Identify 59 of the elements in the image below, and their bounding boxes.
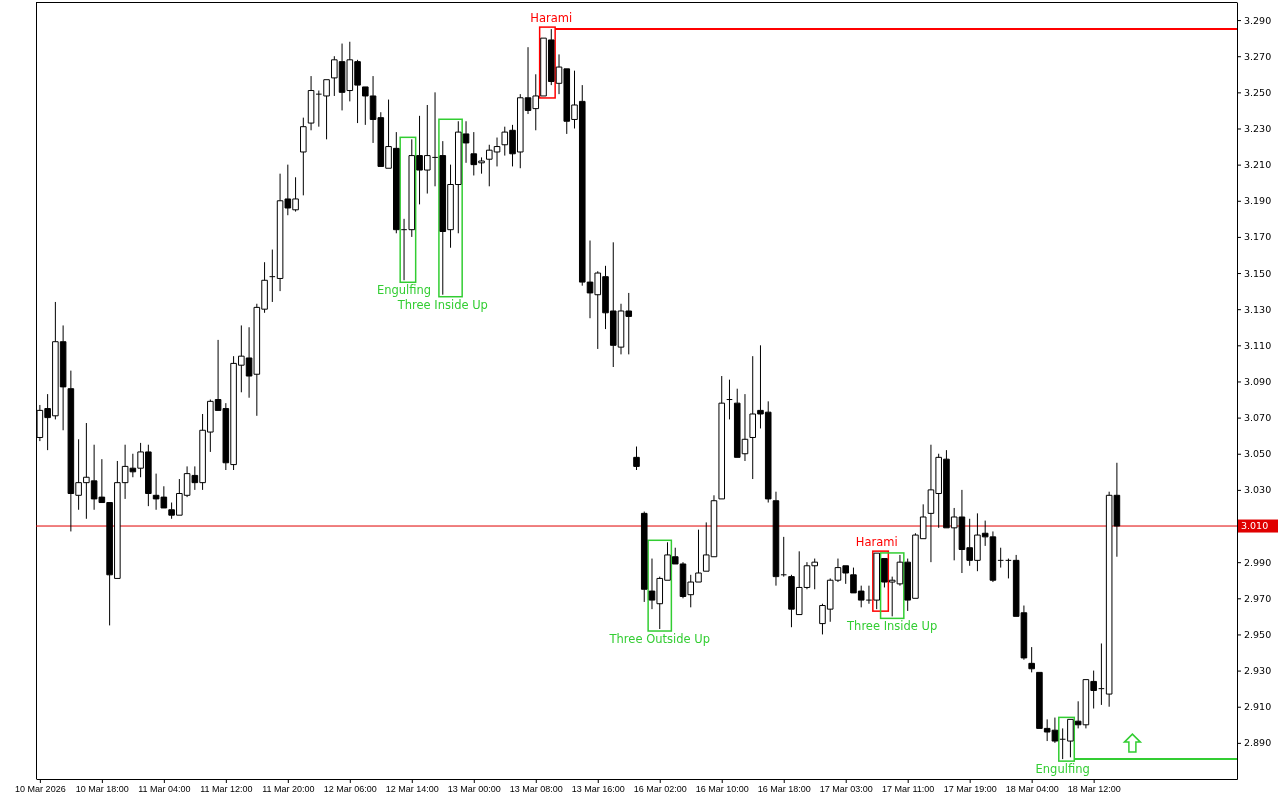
candlestick <box>1059 727 1066 760</box>
candlestick <box>1005 558 1012 579</box>
x-tick-label: 12 Mar 06:00 <box>323 784 377 795</box>
x-tick-label: 11 Mar 12:00 <box>200 784 253 795</box>
annotation: Harami <box>530 11 573 26</box>
y-tick-label: 2.990 <box>1244 556 1272 568</box>
y-tick-label: 2.950 <box>1244 628 1272 640</box>
candlestick <box>633 446 640 471</box>
y-tick-label: 3.170 <box>1244 231 1272 243</box>
candlestick <box>718 375 726 500</box>
x-tick-label: 13 Mar 08:00 <box>509 784 563 795</box>
y-tick-label: 3.090 <box>1244 376 1272 388</box>
ref-line-label: 3.010 <box>1241 520 1269 532</box>
y-tick-label: 3.210 <box>1244 159 1272 171</box>
candlestick <box>772 491 780 587</box>
x-tick-label: 18 Mar 12:00 <box>1067 784 1121 795</box>
candlestick <box>726 379 733 420</box>
annotation: Three Inside Up <box>846 619 938 634</box>
annotation: Engulfing <box>376 283 432 298</box>
x-tick-label: 16 Mar 02:00 <box>633 784 687 795</box>
candlestick <box>1098 642 1105 706</box>
candlestick <box>300 117 307 196</box>
y-tick-label: 2.890 <box>1244 737 1272 749</box>
annotation: Harami <box>855 535 898 550</box>
x-tick-label: 13 Mar 00:00 <box>447 784 501 795</box>
y-tick-label: 3.130 <box>1244 303 1272 315</box>
x-tick-label: 17 Mar 03:00 <box>819 784 873 795</box>
y-tick-label: 3.230 <box>1244 123 1272 135</box>
x-tick-label: 10 Mar 18:00 <box>75 784 129 795</box>
y-tick-label: 3.290 <box>1244 14 1272 26</box>
x-tick-label: 17 Mar 19:00 <box>943 784 997 795</box>
y-tick-label: 2.970 <box>1244 592 1272 604</box>
candlestick <box>780 536 788 578</box>
y-tick-label: 3.110 <box>1244 339 1272 351</box>
x-tick-label: 16 Mar 10:00 <box>695 784 749 795</box>
annotation: Engulfing <box>1035 762 1090 777</box>
y-tick-label: 3.070 <box>1244 412 1272 424</box>
candlestick <box>997 547 1004 569</box>
x-tick-label: 11 Mar 04:00 <box>138 784 191 795</box>
x-tick-label: 12 Mar 14:00 <box>385 784 439 795</box>
y-tick-label: 3.250 <box>1244 86 1272 98</box>
annotation: Three Inside Up <box>396 297 488 312</box>
x-tick-label: 16 Mar 18:00 <box>757 784 811 795</box>
y-tick-label: 3.270 <box>1244 50 1272 62</box>
y-tick-label: 3.030 <box>1244 484 1272 496</box>
x-tick-label: 18 Mar 04:00 <box>1005 784 1059 795</box>
annotation: Three Outside Up <box>608 632 710 647</box>
y-tick-label: 2.910 <box>1244 701 1272 713</box>
candlestick <box>269 249 276 303</box>
y-tick-label: 3.050 <box>1244 448 1272 460</box>
y-tick-label: 3.190 <box>1244 195 1272 207</box>
candlestick <box>640 511 648 603</box>
x-tick-label: 10 Mar 2026 <box>15 784 66 795</box>
x-tick-label: 11 Mar 20:00 <box>262 784 315 795</box>
y-tick-label: 2.930 <box>1244 665 1272 677</box>
y-tick-label: 3.150 <box>1244 267 1272 279</box>
x-tick-label: 17 Mar 11:00 <box>882 784 935 795</box>
candlestick <box>1028 646 1035 673</box>
x-tick-label: 13 Mar 16:00 <box>571 784 625 795</box>
